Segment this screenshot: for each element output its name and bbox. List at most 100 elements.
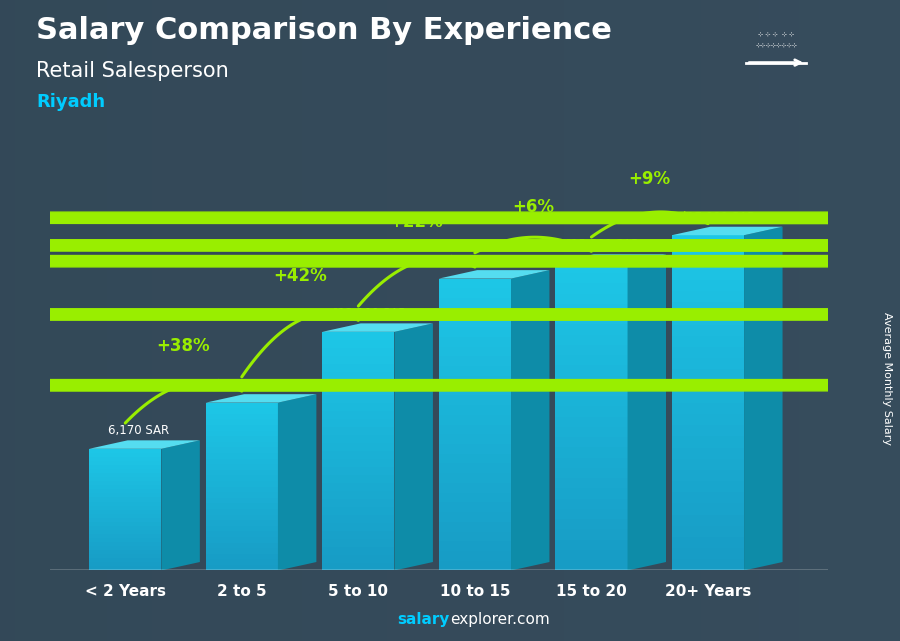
Bar	[671, 269, 744, 280]
Bar	[89, 461, 161, 465]
Bar	[322, 419, 394, 428]
Bar	[555, 263, 627, 273]
Bar	[555, 406, 627, 417]
Bar	[206, 548, 278, 554]
Bar	[671, 358, 744, 369]
Text: ⊹⊹⊹⊹⊹⊹⊹⊹: ⊹⊹⊹⊹⊹⊹⊹⊹	[755, 43, 797, 47]
Bar	[438, 405, 511, 415]
Bar	[555, 386, 627, 396]
Bar	[206, 419, 278, 425]
Bar	[89, 506, 161, 510]
Bar	[89, 489, 161, 494]
Bar	[206, 431, 278, 437]
Bar	[206, 515, 278, 520]
Bar	[671, 392, 744, 403]
Bar	[322, 428, 394, 435]
Bar	[322, 491, 394, 499]
Bar	[322, 475, 394, 483]
Bar	[555, 540, 627, 550]
Bar	[206, 537, 278, 542]
Bar	[89, 497, 161, 501]
Bar	[555, 335, 627, 345]
Bar	[438, 376, 511, 386]
Bar	[671, 537, 744, 548]
Bar	[438, 512, 511, 522]
Bar	[322, 538, 394, 547]
Text: +9%: +9%	[628, 170, 670, 188]
Text: ⊹ ⊹ ⊹  ⊹ ⊹: ⊹ ⊹ ⊹ ⊹ ⊹	[758, 31, 795, 37]
Bar	[206, 565, 278, 570]
Bar	[671, 246, 744, 258]
Bar	[322, 395, 394, 403]
Text: +22%: +22%	[390, 213, 444, 231]
Bar	[89, 567, 161, 570]
Bar	[671, 347, 744, 358]
Bar	[555, 283, 627, 294]
Bar	[438, 386, 511, 395]
Bar	[89, 546, 161, 550]
Bar	[671, 515, 744, 526]
Polygon shape	[627, 254, 666, 570]
Bar	[555, 324, 627, 335]
Bar	[438, 337, 511, 347]
Bar	[89, 473, 161, 477]
Bar	[555, 499, 627, 509]
Bar	[322, 459, 394, 467]
Bar	[89, 481, 161, 485]
Bar	[438, 317, 511, 328]
Bar	[438, 424, 511, 434]
Text: +38%: +38%	[157, 337, 211, 355]
Bar	[438, 308, 511, 317]
FancyArrow shape	[0, 212, 900, 224]
Bar	[322, 372, 394, 379]
Bar	[89, 485, 161, 489]
Bar	[89, 469, 161, 473]
Bar	[671, 381, 744, 392]
Bar	[206, 487, 278, 492]
Text: salary: salary	[398, 612, 450, 627]
Bar	[438, 356, 511, 366]
Bar	[438, 366, 511, 376]
Bar	[206, 447, 278, 453]
Text: Riyadh: Riyadh	[36, 93, 105, 111]
Bar	[206, 554, 278, 560]
Bar	[671, 235, 744, 246]
Bar	[438, 347, 511, 356]
Bar	[671, 403, 744, 414]
Bar	[89, 518, 161, 522]
Bar	[438, 288, 511, 298]
Bar	[438, 503, 511, 512]
Bar	[89, 550, 161, 554]
Bar	[671, 447, 744, 459]
Bar	[206, 542, 278, 548]
Bar	[671, 369, 744, 381]
Text: 15,600 SAR: 15,600 SAR	[571, 238, 639, 251]
Bar	[89, 449, 161, 453]
Text: 6,170 SAR: 6,170 SAR	[108, 424, 169, 437]
Bar	[671, 560, 744, 570]
Text: +42%: +42%	[274, 267, 327, 285]
Bar	[438, 541, 511, 551]
Bar	[438, 483, 511, 493]
Bar	[322, 348, 394, 356]
Bar	[89, 477, 161, 481]
Bar	[555, 355, 627, 365]
Bar	[438, 463, 511, 473]
Bar	[671, 492, 744, 503]
Bar	[438, 454, 511, 463]
Bar	[322, 363, 394, 372]
Bar	[322, 388, 394, 395]
Text: Retail Salesperson: Retail Salesperson	[36, 61, 229, 81]
Bar	[555, 314, 627, 324]
Bar	[206, 531, 278, 537]
Bar	[555, 550, 627, 560]
Bar	[206, 403, 278, 408]
FancyArrow shape	[0, 240, 900, 251]
Bar	[89, 538, 161, 542]
Bar	[89, 465, 161, 469]
Bar	[438, 395, 511, 405]
Bar	[555, 519, 627, 529]
Bar	[322, 547, 394, 554]
Bar	[206, 425, 278, 431]
Text: 8,510 SAR: 8,510 SAR	[225, 378, 285, 391]
